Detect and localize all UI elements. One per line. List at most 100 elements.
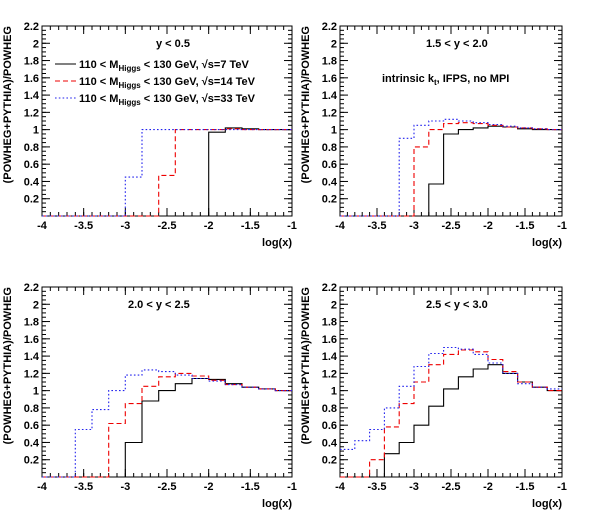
y-tick-label: 2.2 bbox=[24, 282, 39, 294]
y-tick-label: 1.6 bbox=[24, 334, 39, 346]
series-line-1 bbox=[42, 127, 292, 217]
y-tick-label: 0.8 bbox=[322, 142, 337, 154]
legend-entry-2: 110 < MHiggs < 130 GeV, √s=14 TeV bbox=[79, 76, 256, 90]
series-line-3 bbox=[42, 369, 292, 478]
y-tick-label: 1.6 bbox=[322, 334, 337, 346]
y-tick-label: 1.8 bbox=[322, 56, 337, 68]
y-tick-label: 2 bbox=[331, 38, 337, 50]
x-tick-label: -3 bbox=[409, 481, 419, 493]
x-tick-label: -3.5 bbox=[74, 481, 93, 493]
plot-frame bbox=[41, 25, 293, 217]
x-tick-label: -4 bbox=[335, 220, 346, 232]
x-tick-label: -3.5 bbox=[368, 220, 387, 232]
y-tick-label: 0.8 bbox=[322, 403, 337, 415]
y-tick-label: 1.8 bbox=[24, 317, 39, 329]
x-tick-label: -2.5 bbox=[442, 481, 461, 493]
series-line-3 bbox=[340, 118, 562, 217]
y-tick-label: 0.6 bbox=[322, 420, 337, 432]
x-tick-label: -1 bbox=[287, 481, 297, 493]
x-tick-label: -3 bbox=[120, 220, 130, 232]
series-line-2 bbox=[42, 372, 292, 478]
y-tick-label: 0.2 bbox=[322, 455, 337, 467]
y-tick-label: 1.6 bbox=[322, 73, 337, 85]
y-tick-label: 1.2 bbox=[322, 107, 337, 119]
chart-panel-4: -4 -3.5 -3 -2.5 -2 -1.5 -1 0.2 0.4 0.6 0.8 1 1.2 1.4 1… bbox=[300, 282, 567, 510]
x-tick-label: -2.5 bbox=[442, 220, 461, 232]
x-tick-label: -3 bbox=[409, 220, 419, 232]
x-tick-label: -1.5 bbox=[241, 481, 260, 493]
x-tick-label: -2 bbox=[483, 481, 493, 493]
x-tick-label: -1 bbox=[557, 481, 567, 493]
rapidity-range-annotation: y < 0.5 bbox=[156, 38, 190, 50]
y-tick-label: 0.2 bbox=[24, 194, 39, 206]
series-line-1 bbox=[340, 125, 562, 217]
y-tick-label: 0.4 bbox=[24, 437, 40, 449]
chart-panel-1: -4 -3.5 -3 -2.5 -2 -1.5 -1 0.2 0.4 0.6 0.8 1 1.2 1.4 1… bbox=[2, 21, 297, 249]
x-axis-title: log(x) bbox=[262, 498, 292, 510]
x-tick-label: -3.5 bbox=[74, 220, 93, 232]
rapidity-range-annotation: 2.5 < y < 3.0 bbox=[426, 299, 488, 311]
y-tick-label: 1.8 bbox=[24, 56, 39, 68]
y-tick-label: 1 bbox=[33, 386, 39, 398]
x-tick-label: -1 bbox=[557, 220, 567, 232]
y-tick-label: 0.2 bbox=[24, 455, 39, 467]
x-tick-label: -2 bbox=[204, 220, 214, 232]
legend-entry-1: 110 < MHiggs < 130 GeV, √s=7 TeV bbox=[79, 59, 250, 73]
rapidity-range-annotation: 2.0 < y < 2.5 bbox=[128, 299, 190, 311]
legend-entry-3: 110 < MHiggs < 130 GeV, √s=33 TeV bbox=[79, 93, 256, 107]
x-tick-label: -2 bbox=[204, 481, 214, 493]
y-tick-label: 1 bbox=[33, 125, 39, 137]
y-tick-label: 0.6 bbox=[322, 159, 337, 171]
x-tick-label: -1.5 bbox=[516, 481, 535, 493]
y-tick-label: 1.2 bbox=[322, 368, 337, 380]
y-axis-title: (POWHEG+PYTHIA)/POWHEG bbox=[300, 26, 312, 183]
x-tick-label: -4 bbox=[37, 220, 48, 232]
y-tick-label: 2 bbox=[331, 299, 337, 311]
series-line-2 bbox=[340, 349, 562, 478]
y-tick-label: 1.6 bbox=[24, 73, 39, 85]
y-tick-label: 2.2 bbox=[322, 282, 337, 294]
y-tick-label: 2 bbox=[33, 38, 39, 50]
y-tick-label: 0.2 bbox=[322, 194, 337, 206]
chart-panel-3: -4 -3.5 -3 -2.5 -2 -1.5 -1 0.2 0.4 0.6 0.8 1 1.2 1.4 1… bbox=[2, 282, 297, 510]
y-tick-label: 1.2 bbox=[24, 368, 39, 380]
y-axis-title: (POWHEG+PYTHIA)/POWHEG bbox=[300, 287, 312, 444]
series-line-2 bbox=[42, 128, 292, 217]
x-tick-label: -1 bbox=[287, 220, 297, 232]
x-tick-label: -3.5 bbox=[368, 481, 387, 493]
y-tick-label: 0.4 bbox=[322, 176, 338, 188]
x-axis-title: log(x) bbox=[532, 498, 562, 510]
y-tick-label: 1 bbox=[331, 125, 337, 137]
y-tick-label: 2 bbox=[33, 299, 39, 311]
x-tick-label: -1.5 bbox=[516, 220, 535, 232]
y-tick-label: 0.8 bbox=[24, 403, 39, 415]
y-tick-label: 2.2 bbox=[24, 21, 39, 33]
y-tick-label: 1.8 bbox=[322, 317, 337, 329]
x-tick-label: -2.5 bbox=[158, 220, 177, 232]
chart-panel-2: -4 -3.5 -3 -2.5 -2 -1.5 -1 0.2 0.4 0.6 0.8 1 1.2 1.4 1… bbox=[300, 21, 567, 249]
y-tick-label: 1.4 bbox=[322, 90, 338, 102]
x-tick-label: -2 bbox=[483, 220, 493, 232]
x-axis-title: log(x) bbox=[262, 237, 292, 249]
x-tick-label: -2.5 bbox=[158, 481, 177, 493]
series-line-2 bbox=[340, 122, 562, 217]
y-tick-label: 0.6 bbox=[24, 420, 39, 432]
plot-frame bbox=[41, 286, 293, 478]
y-tick-label: 1.4 bbox=[24, 90, 40, 102]
y-tick-label: 0.4 bbox=[322, 437, 338, 449]
x-tick-label: -4 bbox=[335, 481, 346, 493]
x-tick-label: -3 bbox=[120, 481, 130, 493]
y-tick-label: 2.2 bbox=[322, 21, 337, 33]
y-axis-title: (POWHEG+PYTHIA)/POWHEG bbox=[2, 287, 14, 444]
series-line-3 bbox=[42, 129, 292, 217]
x-axis-title: log(x) bbox=[532, 237, 562, 249]
y-tick-label: 1.2 bbox=[24, 107, 39, 119]
settings-annotation: intrinsic kt, IFPS, no MPI bbox=[382, 73, 509, 87]
y-tick-label: 0.8 bbox=[24, 142, 39, 154]
y-axis-title: (POWHEG+PYTHIA)/POWHEG bbox=[2, 26, 14, 183]
x-tick-label: -1.5 bbox=[241, 220, 260, 232]
y-tick-label: 1.4 bbox=[24, 351, 40, 363]
y-tick-label: 0.6 bbox=[24, 159, 39, 171]
y-tick-label: 0.4 bbox=[24, 176, 40, 188]
